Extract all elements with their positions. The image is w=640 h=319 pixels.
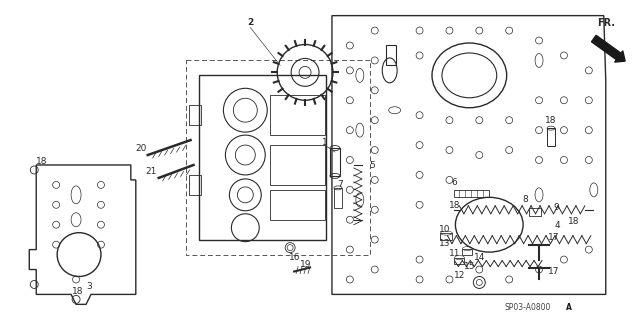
- Text: 18: 18: [449, 201, 460, 210]
- Text: 17: 17: [548, 267, 560, 276]
- Text: 20: 20: [135, 144, 147, 152]
- Bar: [386, 46, 396, 65]
- Bar: [270, 145, 325, 185]
- Text: 2: 2: [247, 18, 253, 27]
- Text: 12: 12: [454, 271, 465, 280]
- Text: 19: 19: [300, 260, 312, 269]
- Text: 18: 18: [545, 116, 557, 125]
- Text: 10: 10: [438, 225, 450, 234]
- Bar: [440, 233, 452, 240]
- Text: 1: 1: [322, 137, 328, 146]
- Text: 9: 9: [553, 203, 559, 212]
- Bar: [198, 75, 326, 240]
- Bar: [462, 249, 472, 255]
- Bar: [189, 105, 200, 125]
- FancyArrow shape: [591, 35, 625, 62]
- Text: SP03-A0800: SP03-A0800: [504, 303, 550, 312]
- Bar: [189, 175, 200, 195]
- Bar: [270, 95, 325, 135]
- Text: 13: 13: [438, 239, 450, 248]
- Text: 14: 14: [474, 253, 485, 262]
- Bar: [454, 190, 489, 197]
- Text: FR.: FR.: [596, 18, 615, 28]
- Text: 6: 6: [452, 178, 458, 187]
- Text: 17: 17: [548, 233, 560, 242]
- Bar: [454, 257, 465, 263]
- Text: A: A: [566, 303, 572, 312]
- Text: 21: 21: [145, 167, 156, 176]
- Text: 8: 8: [522, 195, 528, 204]
- Bar: [547, 128, 555, 146]
- Bar: [330, 148, 340, 176]
- Text: 16: 16: [289, 253, 301, 262]
- Text: 7: 7: [337, 180, 343, 189]
- Text: 3: 3: [86, 282, 92, 291]
- Text: 4: 4: [554, 221, 560, 230]
- Text: 18: 18: [72, 287, 84, 296]
- Text: 18: 18: [568, 217, 580, 226]
- Text: 5: 5: [369, 161, 374, 170]
- Text: 18: 18: [35, 158, 47, 167]
- Text: 11: 11: [449, 249, 460, 258]
- Text: 15: 15: [463, 262, 475, 271]
- Bar: [270, 190, 325, 220]
- Bar: [186, 60, 370, 255]
- Bar: [529, 208, 541, 216]
- Bar: [334, 188, 342, 208]
